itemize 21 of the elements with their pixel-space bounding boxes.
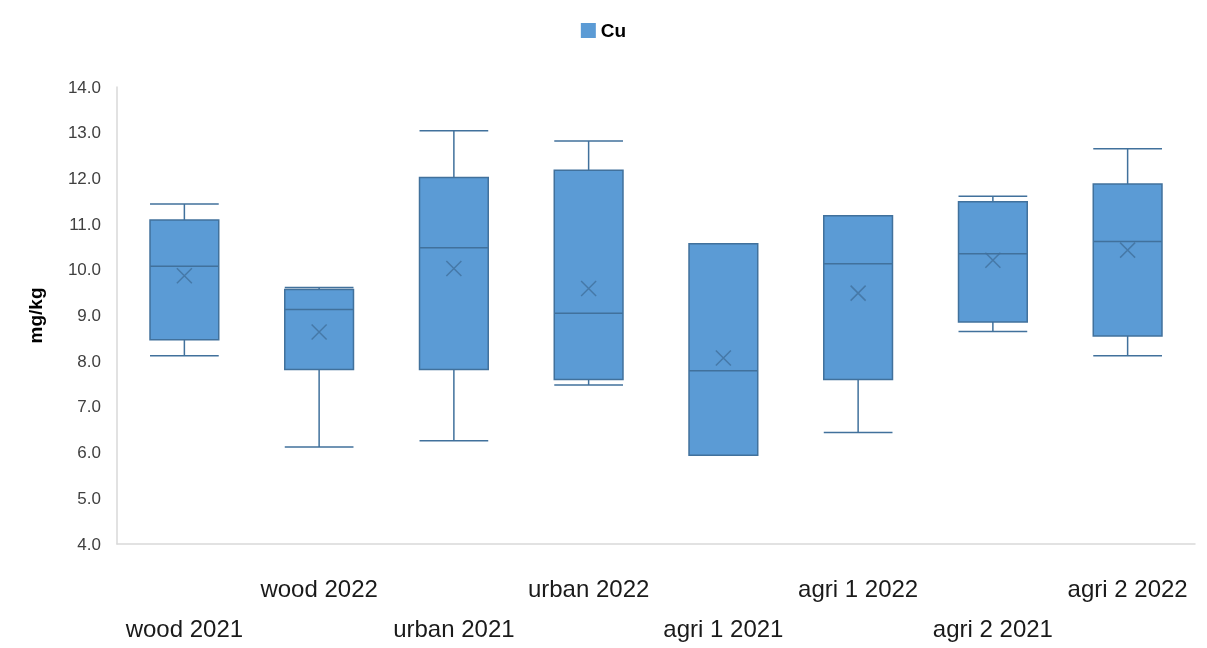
y-tick-label: 4.0: [77, 534, 101, 554]
y-tick-label: 10.0: [67, 260, 101, 280]
legend-label: Cu: [600, 20, 627, 41]
x-tick-label: urban 2021: [393, 614, 515, 642]
x-tick-label: agri 2 2021: [932, 614, 1053, 642]
y-tick-label: 8.0: [77, 351, 101, 371]
y-tick-label: 14.0: [67, 77, 101, 97]
y-tick-label: 7.0: [77, 397, 101, 417]
y-tick-label: 5.0: [77, 488, 101, 508]
x-tick-label: wood 2021: [124, 614, 244, 642]
x-tick-label: urban 2022: [527, 574, 650, 602]
x-tick-label: agri 2 2022: [1067, 574, 1188, 602]
y-tick-label: 6.0: [77, 443, 101, 463]
x-tick-label: wood 2022: [259, 574, 378, 602]
y-tick-label: 11.0: [69, 214, 101, 234]
x-tick-label: agri 1 2022: [798, 574, 919, 602]
y-tick-label: 12.0: [67, 168, 101, 188]
y-tick-label: 13.0: [67, 123, 101, 143]
y-tick-label: 9.0: [77, 306, 101, 325]
x-tick-label: agri 1 2021: [663, 614, 784, 642]
y-axis-title: mg/kg: [25, 287, 46, 344]
